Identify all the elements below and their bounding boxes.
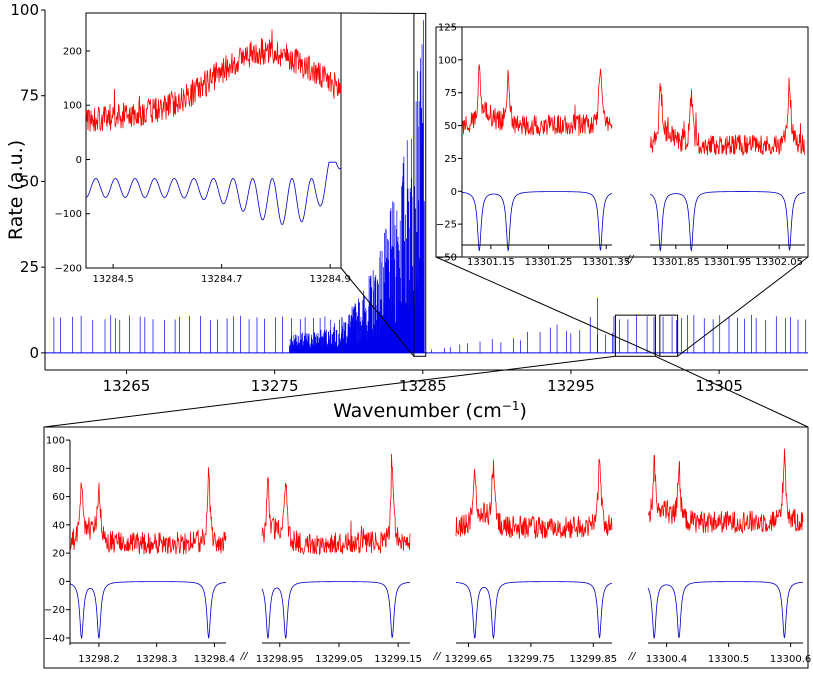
bottom-y-tick-label: 40 xyxy=(52,520,65,531)
inset-b-y-tick-label: 125 xyxy=(438,23,457,34)
bottom-x-tick-label: 13300.5 xyxy=(708,654,749,665)
bottom-x-tick-label: 13298.3 xyxy=(136,654,177,665)
bottom-y-tick-label: 20 xyxy=(52,549,65,560)
zoom-box-inset-b xyxy=(659,314,679,357)
bottom-x-tick-label: 13299.15 xyxy=(374,654,422,665)
inset-b-break-mark: // xyxy=(626,254,635,265)
bottom-simulated-series-0 xyxy=(69,581,227,640)
zoom-box-bottom xyxy=(614,314,656,357)
bottom-x-tick-label: 13299.65 xyxy=(445,654,493,665)
main-x-tick-label: 13275 xyxy=(251,377,299,395)
inset-b-y-tick-label: 50 xyxy=(444,121,457,132)
connector-inset-a-bottom xyxy=(340,267,415,357)
inset-a-y-tick-label: 200 xyxy=(63,46,82,57)
bottom-x-tick-label: 13298.2 xyxy=(78,654,119,665)
bottom-x-tick-label: 13299.85 xyxy=(569,654,617,665)
inset-b-y-tick-label: −50 xyxy=(436,253,457,264)
inset-a-y-tick-label: −100 xyxy=(55,209,82,220)
inset-b-x-tick-label: 13301.35 xyxy=(582,257,630,268)
bottom-x-tick-label: 13299.05 xyxy=(315,654,363,665)
bottom-y-tick-label: −20 xyxy=(44,605,65,616)
bottom-y-tick-label: 60 xyxy=(52,492,65,503)
inset-b-x-tick-label: 13302.05 xyxy=(755,257,803,268)
bottom-measured-series-1 xyxy=(261,453,411,556)
inset-a-frame xyxy=(85,12,342,269)
bottom-break-mark-1: // xyxy=(433,651,442,662)
bottom-y-tick-label: 0 xyxy=(59,577,65,588)
main-y-axis-title: Rate (a.u.) xyxy=(5,140,27,240)
inset-b-x-tick-label: 13301.25 xyxy=(525,257,573,268)
inset-a-x-tick-label: 13284.7 xyxy=(201,274,242,285)
main-x-axis-title: Wavenumber (cm−1) xyxy=(333,399,527,422)
inset-b-y-tick-label: 100 xyxy=(438,55,457,66)
inset-b-x-tick-label: 13301.95 xyxy=(704,257,752,268)
bottom-y-tick-label: 80 xyxy=(52,464,65,475)
inset-b-measured-series-1 xyxy=(649,77,806,156)
bottom-y-tick-label: 100 xyxy=(46,436,65,447)
inset-b-simulated-series-1 xyxy=(649,191,806,252)
connector-bottom-left xyxy=(43,355,616,428)
bottom-x-tick-label: 13300.4 xyxy=(646,654,687,665)
bottom-x-tick-label: 13298.95 xyxy=(256,654,304,665)
inset-a: −200 −100 0 100 200 13284.5 13284.7 13284.9 xyxy=(55,12,351,285)
inset-a-x-tick-label: 13284.5 xyxy=(92,274,133,285)
bottom-simulated-series-2 xyxy=(455,581,613,640)
inset-b-y-tick-label: 0 xyxy=(451,187,457,198)
bottom-simulated-series-3 xyxy=(647,581,804,639)
zoom-connectors xyxy=(43,12,809,428)
inset-a-measured-series xyxy=(85,29,342,132)
main-y-tick-label: 25 xyxy=(20,258,39,276)
bottom-break-mark-2: // xyxy=(628,651,637,662)
inset-b-y-tick-label: −25 xyxy=(436,220,457,231)
connector-bottom-right xyxy=(655,355,809,428)
bottom-panel: 13298.2 13298.3 13298.4 13298.95 13299.05 132… xyxy=(43,426,811,669)
inset-a-y-tick-label: −200 xyxy=(55,264,82,275)
main-x-axis-title-text: Wavenumber (cm xyxy=(333,400,502,422)
bottom-y-tick-label: −40 xyxy=(44,633,65,644)
bottom-measured-series-0 xyxy=(69,467,227,555)
inset-b-measured-series-0 xyxy=(461,64,613,136)
main-y-tick-label: 75 xyxy=(20,87,39,105)
bottom-frame xyxy=(43,426,809,669)
main-plot: 02550751001326513275132851329513305Rate … xyxy=(5,1,808,422)
inset-a-x-tick-label: 13284.9 xyxy=(309,274,350,285)
inset-a-y-tick-label: 100 xyxy=(63,101,82,112)
bottom-simulated-series-1 xyxy=(261,581,411,640)
connector-inset-b-left xyxy=(435,256,661,357)
main-y-tick-label: 50 xyxy=(20,172,39,190)
main-y-tick-label: 100 xyxy=(10,1,39,19)
inset-a-y-tick-label: 0 xyxy=(76,155,82,166)
main-x-tick-label: 13265 xyxy=(103,377,151,395)
inset-b-x-tick-label: 13301.85 xyxy=(652,257,700,268)
inset-b-frame xyxy=(435,26,809,258)
bottom-break-mark-0: // xyxy=(240,651,249,662)
zoom-box-inset-a xyxy=(413,12,427,357)
bottom-x-tick-label: 13298.4 xyxy=(194,654,235,665)
inset-b-y-tick-label: 25 xyxy=(444,154,457,165)
bottom-measured-series-2 xyxy=(455,458,613,539)
inset-b: 13301.15 13301.25 13301.35 13301.85 13301.95… xyxy=(435,23,809,268)
inset-a-simulated-series xyxy=(85,161,342,225)
main-x-tick-label: 13295 xyxy=(547,377,595,395)
bottom-x-tick-label: 13300.6 xyxy=(770,654,811,665)
main-x-axis-title-sup: −1 xyxy=(502,399,520,413)
main-y-tick-label: 0 xyxy=(29,344,39,362)
bottom-measured-series-3 xyxy=(647,448,804,534)
inset-b-simulated-series-0 xyxy=(461,191,613,252)
connector-inset-b-right xyxy=(677,256,809,357)
main-spectrum-series xyxy=(53,20,807,353)
main-x-axis-title-close: ) xyxy=(520,400,527,422)
inset-b-x-tick-label: 13301.15 xyxy=(467,257,515,268)
bottom-x-tick-label: 13299.75 xyxy=(507,654,555,665)
inset-b-y-tick-label: 75 xyxy=(444,88,457,99)
